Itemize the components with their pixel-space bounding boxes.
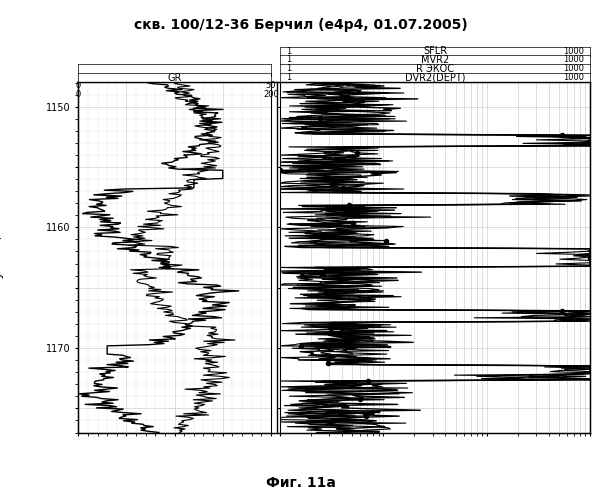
Text: SFLR: SFLR bbox=[423, 46, 447, 56]
Text: 1000: 1000 bbox=[563, 56, 584, 64]
Text: 1: 1 bbox=[286, 74, 291, 82]
Text: 1000: 1000 bbox=[563, 64, 584, 74]
Text: 1000: 1000 bbox=[563, 46, 584, 56]
Text: GR: GR bbox=[167, 73, 182, 83]
Text: DVR2(DEPT): DVR2(DEPT) bbox=[405, 73, 465, 83]
Y-axis label: Глубина, м: Глубина, м bbox=[0, 222, 4, 294]
Text: 1000: 1000 bbox=[563, 74, 584, 82]
Text: R ЭКОС: R ЭКОС bbox=[416, 64, 454, 74]
Text: 1: 1 bbox=[286, 46, 291, 56]
Text: 1: 1 bbox=[286, 64, 291, 74]
Text: скв. 100/12-36 Берчил (е4р4, 01.07.2005): скв. 100/12-36 Берчил (е4р4, 01.07.2005) bbox=[134, 18, 468, 32]
Text: 1: 1 bbox=[286, 56, 291, 64]
Text: MVR2: MVR2 bbox=[421, 55, 449, 65]
Text: Фиг. 11а: Фиг. 11а bbox=[266, 476, 336, 490]
